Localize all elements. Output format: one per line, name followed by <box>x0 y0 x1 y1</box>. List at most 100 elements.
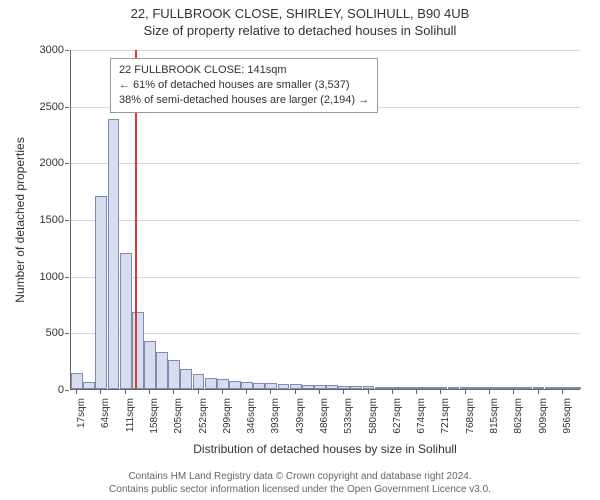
y-tick-label: 3000 <box>30 44 64 56</box>
bar <box>496 387 508 389</box>
grid-line <box>71 333 580 334</box>
y-tick-label: 2500 <box>30 101 64 113</box>
bar <box>95 196 107 389</box>
bar <box>108 119 120 389</box>
bar <box>472 387 484 389</box>
bar <box>423 387 435 389</box>
bar <box>132 312 144 389</box>
x-tick-label: 533sqm <box>343 398 354 434</box>
x-tick-mark <box>149 390 150 394</box>
page-title: 22, FULLBROOK CLOSE, SHIRLEY, SOLIHULL, … <box>0 6 600 21</box>
bar <box>278 384 290 389</box>
x-tick-mark <box>100 390 101 394</box>
x-tick-mark <box>368 390 369 394</box>
x-tick-mark <box>173 390 174 394</box>
x-tick-label: 111sqm <box>125 398 136 432</box>
bar <box>350 386 362 389</box>
annotation-box: 22 FULLBROOK CLOSE: 141sqm← 61% of detac… <box>110 58 378 113</box>
annotation-line: 22 FULLBROOK CLOSE: 141sqm <box>119 63 369 78</box>
bar <box>241 382 253 389</box>
x-tick-mark <box>270 390 271 394</box>
bar <box>302 385 314 389</box>
annotation-line: ← 61% of detached houses are smaller (3,… <box>119 78 369 93</box>
bar <box>314 385 326 389</box>
bar <box>363 386 375 389</box>
y-tick-label: 0 <box>30 384 64 396</box>
bar <box>533 387 545 389</box>
bar <box>399 387 411 389</box>
bar <box>290 384 302 389</box>
x-tick-label: 158sqm <box>149 398 160 434</box>
bar <box>545 387 557 389</box>
bar <box>120 253 132 389</box>
x-tick-label: 627sqm <box>392 398 403 434</box>
x-tick-mark <box>465 390 466 394</box>
bar <box>83 382 95 389</box>
annotation-line: 38% of semi-detached houses are larger (… <box>119 93 369 108</box>
x-tick-mark <box>343 390 344 394</box>
x-tick-label: 205sqm <box>173 398 184 434</box>
x-tick-mark <box>246 390 247 394</box>
x-tick-mark <box>222 390 223 394</box>
x-tick-label: 815sqm <box>489 398 500 434</box>
y-tick-label: 1500 <box>30 214 64 226</box>
x-tick-label: 252sqm <box>198 398 209 434</box>
x-tick-label: 674sqm <box>416 398 427 434</box>
x-tick-mark <box>319 390 320 394</box>
bar <box>229 381 241 390</box>
footer: Contains HM Land Registry data © Crown c… <box>0 470 600 496</box>
x-tick-mark <box>562 390 563 394</box>
bar <box>435 387 447 389</box>
y-tick-label: 500 <box>30 327 64 339</box>
grid-line <box>71 50 580 51</box>
bar <box>460 387 472 389</box>
x-tick-label: 721sqm <box>440 398 451 434</box>
x-tick-label: 862sqm <box>513 398 524 434</box>
footer-line-2: Contains public sector information licen… <box>0 483 600 496</box>
footer-line-1: Contains HM Land Registry data © Crown c… <box>0 470 600 483</box>
bar <box>205 378 217 389</box>
x-tick-label: 439sqm <box>295 398 306 434</box>
bar <box>217 379 229 389</box>
y-tick-label: 1000 <box>30 271 64 283</box>
bar <box>387 387 399 389</box>
x-tick-mark <box>392 390 393 394</box>
x-tick-mark <box>513 390 514 394</box>
bar <box>557 387 569 389</box>
bar <box>71 373 83 389</box>
x-tick-mark <box>295 390 296 394</box>
bar <box>569 387 581 389</box>
x-tick-label: 64sqm <box>100 398 111 428</box>
grid-line <box>71 163 580 164</box>
x-tick-mark <box>440 390 441 394</box>
bar <box>144 341 156 389</box>
x-tick-label: 299sqm <box>222 398 233 434</box>
bar <box>253 383 265 389</box>
x-tick-mark <box>198 390 199 394</box>
x-tick-mark <box>76 390 77 394</box>
x-tick-mark <box>125 390 126 394</box>
bar <box>448 387 460 389</box>
x-tick-mark <box>538 390 539 394</box>
page-subtitle: Size of property relative to detached ho… <box>0 23 600 38</box>
bar <box>180 369 192 389</box>
bar <box>168 360 180 389</box>
x-axis-label: Distribution of detached houses by size … <box>193 442 456 456</box>
x-tick-label: 580sqm <box>368 398 379 434</box>
x-tick-mark <box>416 390 417 394</box>
bar <box>375 387 387 389</box>
bar <box>326 385 338 389</box>
bar <box>520 387 532 389</box>
bar <box>411 387 423 389</box>
x-tick-label: 346sqm <box>246 398 257 434</box>
y-axis-label: Number of detached properties <box>13 137 27 302</box>
bar <box>508 387 520 389</box>
x-tick-label: 956sqm <box>562 398 573 434</box>
x-tick-label: 768sqm <box>465 398 476 434</box>
y-tick-label: 2000 <box>30 157 64 169</box>
bar <box>156 352 168 389</box>
bar <box>193 374 205 389</box>
grid-line <box>71 220 580 221</box>
x-tick-label: 393sqm <box>270 398 281 434</box>
x-tick-label: 909sqm <box>538 398 549 434</box>
